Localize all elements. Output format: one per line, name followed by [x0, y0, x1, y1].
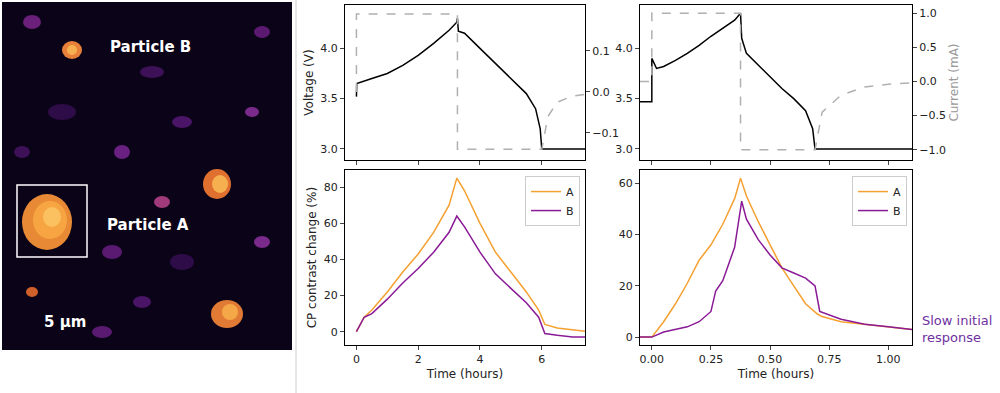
svg-text:Time (hours): Time (hours) — [426, 367, 503, 381]
svg-text:Current (mA): Current (mA) — [947, 43, 961, 121]
svg-text:6: 6 — [538, 353, 545, 366]
svg-text:0.75: 0.75 — [817, 353, 842, 366]
svg-text:1.0: 1.0 — [919, 7, 937, 20]
svg-text:B: B — [566, 205, 574, 218]
svg-text:1.00: 1.00 — [876, 353, 901, 366]
svg-text:3.0: 3.0 — [320, 143, 338, 156]
svg-text:B: B — [893, 205, 901, 218]
svg-text:60: 60 — [324, 217, 338, 230]
svg-text:0: 0 — [331, 326, 338, 339]
svg-text:60: 60 — [619, 177, 633, 190]
svg-text:80: 80 — [324, 181, 338, 194]
svg-text:−0.5: −0.5 — [919, 109, 946, 122]
svg-text:Particle B: Particle B — [110, 38, 191, 56]
svg-text:3.5: 3.5 — [320, 92, 338, 105]
svg-text:A: A — [566, 186, 574, 199]
svg-text:2: 2 — [415, 353, 422, 366]
svg-text:Voltage (V): Voltage (V) — [302, 49, 316, 115]
svg-text:0.50: 0.50 — [758, 353, 783, 366]
svg-text:3.5: 3.5 — [615, 92, 633, 105]
svg-text:A: A — [893, 186, 901, 199]
svg-text:5 µm: 5 µm — [44, 313, 86, 331]
svg-text:−0.1: −0.1 — [592, 127, 619, 140]
svg-text:4.0: 4.0 — [320, 42, 338, 55]
svg-text:20: 20 — [324, 289, 338, 302]
svg-text:0.0: 0.0 — [919, 75, 937, 88]
svg-text:4.0: 4.0 — [615, 42, 633, 55]
svg-text:0.25: 0.25 — [699, 353, 724, 366]
svg-text:−1.0: −1.0 — [919, 144, 946, 157]
svg-text:20: 20 — [619, 280, 633, 293]
svg-text:Time (hours): Time (hours) — [737, 367, 814, 381]
svg-text:0.00: 0.00 — [640, 353, 665, 366]
svg-text:0.5: 0.5 — [919, 41, 937, 54]
svg-text:4: 4 — [476, 353, 483, 366]
svg-text:40: 40 — [324, 253, 338, 266]
svg-text:40: 40 — [619, 228, 633, 241]
svg-text:0: 0 — [626, 331, 633, 344]
svg-text:0.1: 0.1 — [592, 45, 610, 58]
html-text:Slow initial response: Slow initial response — [922, 313, 993, 345]
svg-text:Particle A: Particle A — [107, 216, 189, 234]
svg-text:0.0: 0.0 — [592, 86, 610, 99]
svg-text:3.0: 3.0 — [615, 143, 633, 156]
svg-text:0: 0 — [353, 353, 360, 366]
svg-text:CP contrast change (%): CP contrast change (%) — [305, 187, 319, 328]
